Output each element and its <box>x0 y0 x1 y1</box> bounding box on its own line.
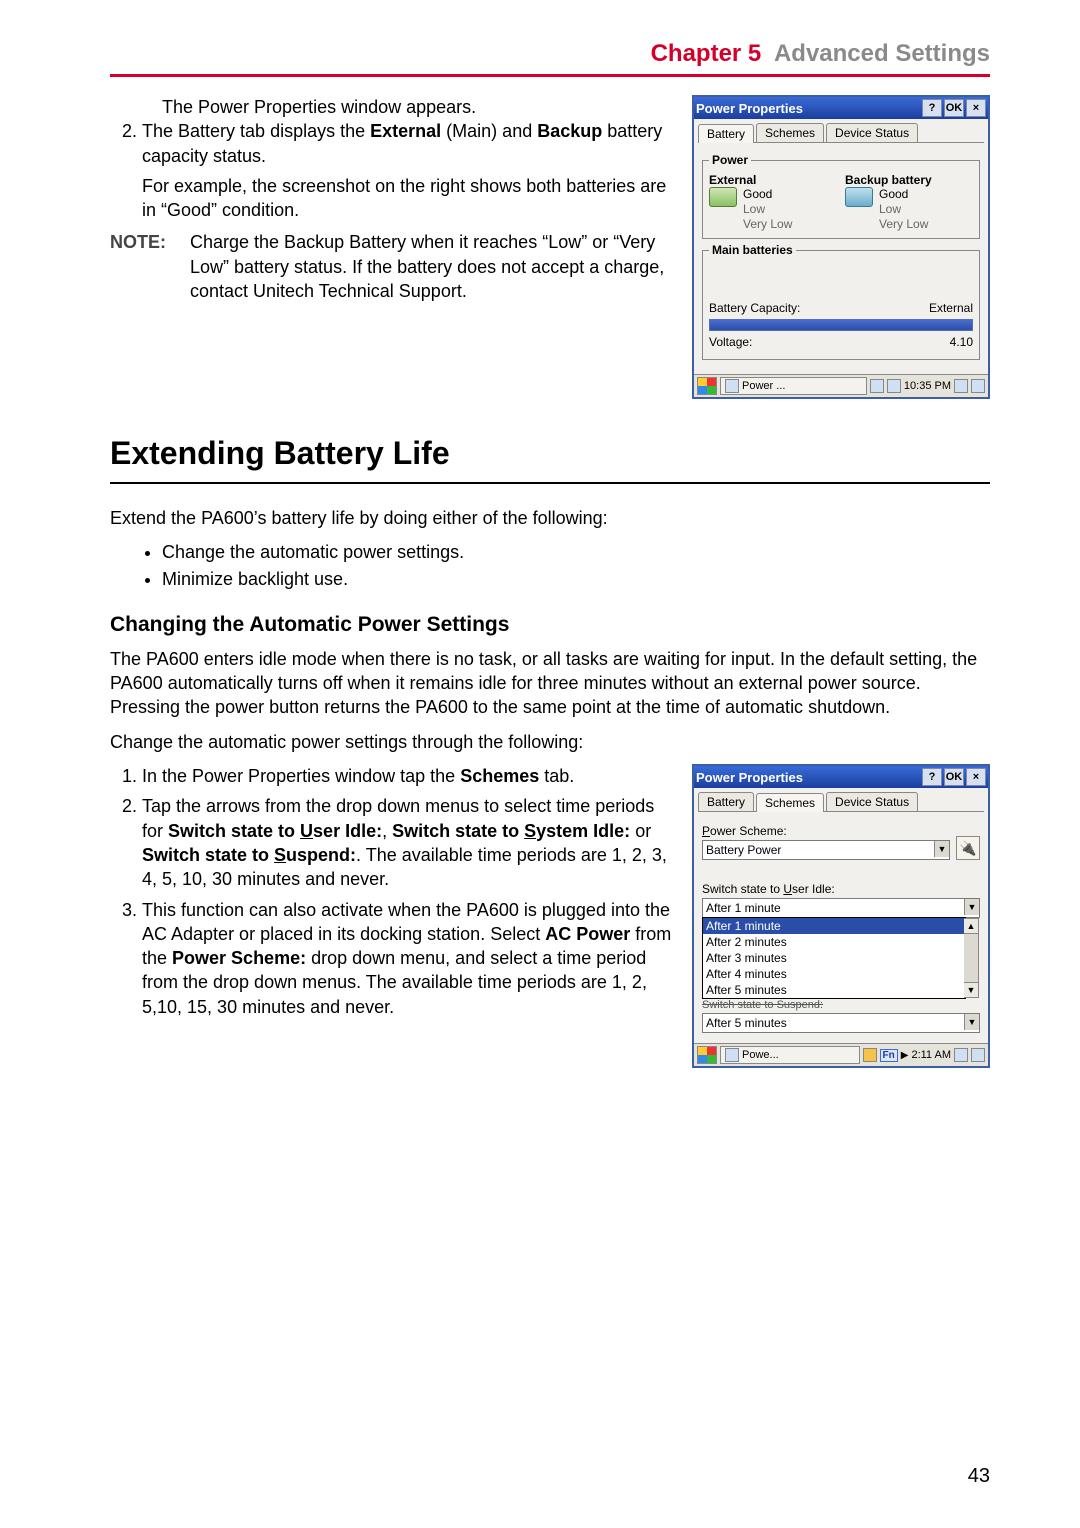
taskbar-app[interactable]: Power ... <box>720 377 867 395</box>
suspend-label-obscured: Switch state to Suspend: <box>702 999 980 1011</box>
titlebar: Power Properties ? OK × <box>694 97 988 119</box>
tab-device-status[interactable]: Device Status <box>826 123 918 142</box>
voltage-label: Voltage: <box>709 335 752 349</box>
taskbar: Power ... 10:35 PM <box>694 374 988 397</box>
bullet-minimize-backlight: Minimize backlight use. <box>162 567 990 591</box>
tray-icon[interactable] <box>954 379 968 393</box>
clock: 2:11 AM <box>911 1049 951 1061</box>
scrollbar[interactable]: ▲ ▼ <box>964 918 979 998</box>
system-tray: Fn ▶ 2:11 AM <box>863 1048 985 1062</box>
chapter-number: Chapter 5 <box>651 40 762 67</box>
option[interactable]: After 3 minutes <box>703 950 965 966</box>
clock: 10:35 PM <box>904 380 951 392</box>
taskbar: Powe... Fn ▶ 2:11 AM <box>694 1043 988 1066</box>
dropdown-arrow-icon[interactable]: ▼ <box>934 841 949 857</box>
titlebar: Power Properties ? OK × <box>694 766 988 788</box>
section-intro: Extend the PA600’s battery life by doing… <box>110 506 990 530</box>
user-idle-select[interactable]: After 1 minute ▼ <box>702 898 980 918</box>
intro-line: The Power Properties window appears. <box>162 95 672 119</box>
backup-label: Backup battery <box>845 173 973 187</box>
tray-icon[interactable] <box>954 1048 968 1062</box>
taskbar-app[interactable]: Powe... <box>720 1046 860 1064</box>
backup-battery-icon <box>845 187 873 207</box>
option[interactable]: After 1 minute <box>703 918 965 934</box>
user-idle-options: After 1 minute After 2 minutes After 3 m… <box>702 917 966 999</box>
help-button[interactable]: ? <box>922 99 942 117</box>
fn-indicator: Fn <box>880 1049 898 1062</box>
power-properties-window-battery: Power Properties ? OK × Battery Schemes … <box>692 95 990 399</box>
capacity-progress <box>709 319 973 331</box>
power-scheme-label: PPower Scheme:ower Scheme: <box>702 824 950 838</box>
note-block: NOTE: Charge the Backup Battery when it … <box>110 230 672 303</box>
tab-schemes[interactable]: Schemes <box>756 123 824 142</box>
ok-button[interactable]: OK <box>944 99 964 117</box>
note-text: Charge the Backup Battery when it reache… <box>190 230 672 303</box>
system-tray: 10:35 PM <box>870 379 985 393</box>
power-fieldset: Power External Good Low Very Low <box>702 153 980 239</box>
step-1: In the Power Properties window tap the S… <box>142 764 672 788</box>
page-number: 43 <box>968 1465 990 1488</box>
tab-device-status[interactable]: Device Status <box>826 792 918 811</box>
section-heading: Extending Battery Life <box>110 435 990 472</box>
step-2: Tap the arrows from the drop down menus … <box>142 794 672 891</box>
close-button[interactable]: × <box>966 99 986 117</box>
window-title: Power Properties <box>696 770 803 785</box>
tray-icon[interactable] <box>971 379 985 393</box>
power-legend: Power <box>709 153 751 167</box>
scroll-down-icon[interactable]: ▼ <box>964 982 978 997</box>
tab-battery[interactable]: Battery <box>698 792 754 811</box>
voltage-value: 4.10 <box>950 335 973 349</box>
tab-battery[interactable]: Battery <box>698 124 754 143</box>
subsection-heading: Changing the Automatic Power Settings <box>110 613 990 637</box>
suspend-select[interactable]: After 5 minutes ▼ <box>702 1013 980 1033</box>
subsection-p2: Change the automatic power settings thro… <box>110 730 990 754</box>
list-item-2-para: For example, the screenshot on the right… <box>142 174 672 223</box>
start-button[interactable] <box>697 1046 717 1064</box>
tab-strip: Battery Schemes Device Status <box>698 792 984 812</box>
dropdown-arrow-icon[interactable]: ▼ <box>964 899 979 915</box>
chapter-header: Chapter 5 Advanced Settings <box>110 40 990 68</box>
note-label: NOTE: <box>110 230 176 303</box>
start-button[interactable] <box>697 377 717 395</box>
capacity-value: External <box>929 301 973 315</box>
tray-icon[interactable] <box>887 379 901 393</box>
power-scheme-select[interactable]: Battery Power ▼ <box>702 840 950 860</box>
power-source-icon: 🔌 <box>956 836 980 860</box>
subsection-p1: The PA600 enters idle mode when there is… <box>110 647 990 720</box>
tray-icon[interactable] <box>870 379 884 393</box>
app-icon <box>725 1048 739 1062</box>
external-battery-icon <box>709 187 737 207</box>
app-icon <box>725 379 739 393</box>
tray-icon[interactable] <box>971 1048 985 1062</box>
scroll-up-icon[interactable]: ▲ <box>964 919 978 934</box>
option[interactable]: After 5 minutes <box>703 982 965 998</box>
header-rule <box>110 74 990 77</box>
ok-button[interactable]: OK <box>944 768 964 786</box>
main-batteries-fieldset: Main batteries Battery Capacity: External… <box>702 243 980 360</box>
tab-schemes[interactable]: Schemes <box>756 793 824 812</box>
step-3: This function can also activate when the… <box>142 898 672 1019</box>
main-batteries-legend: Main batteries <box>709 243 796 257</box>
tray-icon[interactable] <box>863 1048 877 1062</box>
help-button[interactable]: ? <box>922 768 942 786</box>
dropdown-arrow-icon[interactable]: ▼ <box>964 1014 979 1030</box>
window-title: Power Properties <box>696 101 803 116</box>
bullet-change-power: Change the automatic power settings. <box>162 540 990 564</box>
close-button[interactable]: × <box>966 768 986 786</box>
switch-user-idle-label: Switch state to User Idle: <box>702 882 980 896</box>
list-item-2: The Battery tab displays the External (M… <box>142 119 672 222</box>
chapter-title: Advanced Settings <box>774 40 990 67</box>
power-properties-window-schemes: Power Properties ? OK × Battery Schemes … <box>692 764 990 1068</box>
section-rule <box>110 482 990 484</box>
external-label: External <box>709 173 837 187</box>
tab-strip: Battery Schemes Device Status <box>698 123 984 143</box>
option[interactable]: After 4 minutes <box>703 966 965 982</box>
capacity-label: Battery Capacity: <box>709 301 800 315</box>
option[interactable]: After 2 minutes <box>703 934 965 950</box>
